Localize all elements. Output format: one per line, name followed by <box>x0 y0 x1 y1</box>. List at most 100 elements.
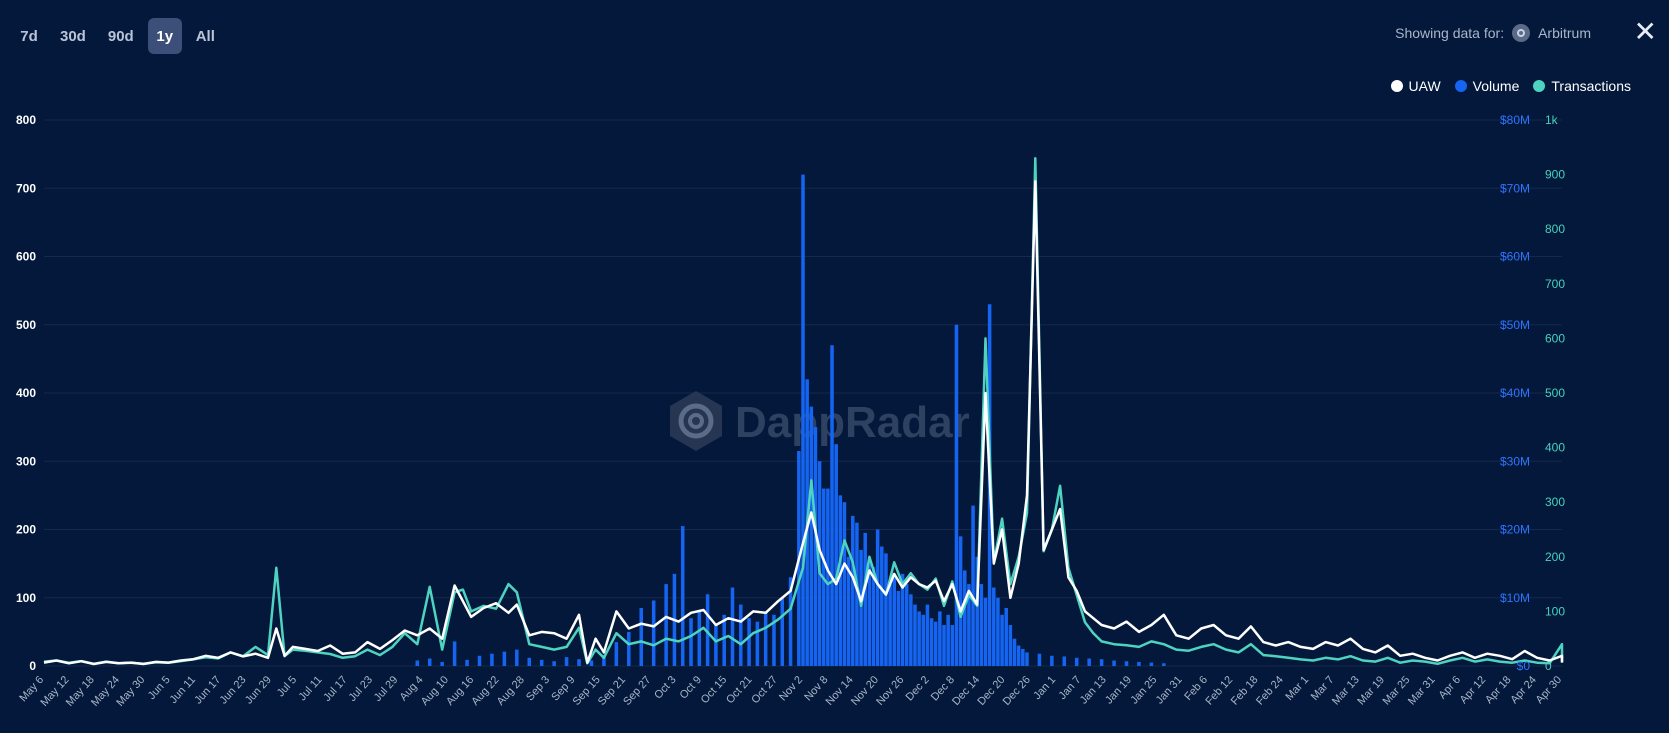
volume-bar <box>946 614 950 666</box>
volume-bar <box>996 597 1000 666</box>
y-tick-volume: $30M <box>1500 454 1530 468</box>
y-tick-volume: $70M <box>1500 181 1530 195</box>
x-tick: Apr 12 <box>1458 674 1489 706</box>
uaw-line <box>43 180 1564 666</box>
tab-90d[interactable]: 90d <box>107 27 134 45</box>
tab-30d[interactable]: 30d <box>60 27 86 45</box>
volume-bar <box>589 660 594 666</box>
tab-1y[interactable]: 1y <box>147 18 182 54</box>
volume-bar <box>851 515 855 666</box>
volume-bar <box>730 587 735 666</box>
x-tick: Apr 30 <box>1534 674 1565 706</box>
volume-bar <box>880 546 884 666</box>
x-tick: Feb 12 <box>1203 674 1235 707</box>
x-tick: Jul 29 <box>372 674 401 704</box>
volume-bar <box>855 522 859 666</box>
volume-bar <box>772 614 776 666</box>
volume-bar <box>929 618 934 666</box>
volume-bar <box>1025 652 1029 666</box>
x-tick: Mar 25 <box>1381 674 1413 707</box>
volume-bar <box>1074 657 1079 666</box>
close-icon[interactable]: ✕ <box>1633 16 1657 47</box>
x-tick: Jan 31 <box>1154 674 1185 707</box>
x-tick: Jul 23 <box>347 674 376 704</box>
x-tick: Jun 11 <box>168 674 198 706</box>
legend-transactions[interactable]: Transactions <box>1533 78 1631 94</box>
legend-transactions-label: Transactions <box>1551 78 1631 94</box>
volume-bar <box>1099 659 1104 666</box>
tab-all[interactable]: All <box>195 27 215 45</box>
x-tick: Mar 13 <box>1330 674 1362 707</box>
volume-bar <box>942 625 946 666</box>
transactions-line <box>43 156 1564 666</box>
x-tick: Oct 3 <box>652 674 679 702</box>
y-tick-transactions: 1k <box>1545 113 1559 127</box>
y-tick-left: 600 <box>16 250 36 264</box>
volume-bar <box>527 657 532 666</box>
transactions-dot <box>1533 80 1546 92</box>
volume-bar <box>875 529 880 666</box>
volume-bar <box>992 587 996 666</box>
volume-bar <box>1000 614 1004 666</box>
volume-bar <box>813 427 818 666</box>
volume-bar <box>983 597 988 666</box>
volume-bar <box>689 618 693 666</box>
y-tick-left: 0 <box>29 659 36 673</box>
volume-bar <box>896 590 901 666</box>
x-tick: Jun 23 <box>218 674 249 707</box>
legend-volume-label: Volume <box>1472 78 1520 94</box>
volume-bar <box>1087 658 1091 666</box>
volume-bar <box>892 577 897 666</box>
volume-bar <box>1050 655 1054 666</box>
legend-uaw[interactable]: UAW <box>1390 78 1441 94</box>
x-tick: Oct 27 <box>749 674 780 706</box>
volume-bar <box>552 661 556 666</box>
legend-volume[interactable]: Volume <box>1454 78 1520 94</box>
volume-bar <box>863 532 867 666</box>
volume-bar <box>904 584 909 666</box>
x-tick: Dec 2 <box>904 674 932 703</box>
y-tick-transactions: 300 <box>1545 495 1565 509</box>
y-tick-left: 100 <box>16 591 36 605</box>
x-tick: Mar 1 <box>1283 674 1311 703</box>
dappradar-logo-icon <box>670 391 722 451</box>
volume-bar <box>921 614 926 666</box>
y-tick-transactions: 500 <box>1545 386 1565 400</box>
volume-bar <box>1004 607 1008 666</box>
x-tick: Jan 1 <box>1031 674 1058 702</box>
x-tick: Jul 17 <box>321 674 350 704</box>
tab-7d[interactable]: 7d <box>20 27 38 45</box>
volume-bar <box>780 597 785 666</box>
x-tick: Feb 24 <box>1254 674 1286 707</box>
x-tick: Jun 17 <box>192 674 223 707</box>
chain-selector[interactable]: Showing data for: Arbitrum <box>1395 24 1591 42</box>
y-tick-transactions: 800 <box>1545 222 1565 236</box>
volume-bar <box>834 444 838 666</box>
volume-bar <box>871 567 876 666</box>
volume-bar <box>651 600 656 666</box>
volume-bar <box>1021 648 1025 666</box>
x-tick: Feb 18 <box>1229 674 1261 707</box>
x-tick: Jan 19 <box>1103 674 1134 707</box>
volume-bar <box>867 560 872 666</box>
volume-bar <box>755 621 760 666</box>
volume-bar <box>846 556 851 666</box>
y-axis-volume: $0 $10M $20M $30M $40M $50M $60M $70M $80M <box>1500 113 1530 673</box>
x-tick: Jan 25 <box>1128 674 1159 707</box>
y-tick-left: 700 <box>16 181 36 195</box>
x-tick: Dec 26 <box>1001 674 1033 708</box>
y-tick-transactions: 100 <box>1545 604 1565 618</box>
volume-bar <box>859 549 863 666</box>
y-tick-left: 500 <box>16 318 36 332</box>
time-range-tabs: 7d 30d 90d 1y All <box>12 18 223 54</box>
x-tick: Nov 2 <box>777 674 805 703</box>
volume-bar <box>917 611 921 666</box>
uaw-dot <box>1390 80 1403 92</box>
y-tick-volume: $0 <box>1517 659 1531 673</box>
legend-uaw-label: UAW <box>1408 78 1441 94</box>
volume-bar <box>1112 660 1116 666</box>
y-tick-left: 400 <box>16 386 36 400</box>
x-tick: Mar 31 <box>1406 674 1438 707</box>
volume-bar <box>1124 661 1129 666</box>
